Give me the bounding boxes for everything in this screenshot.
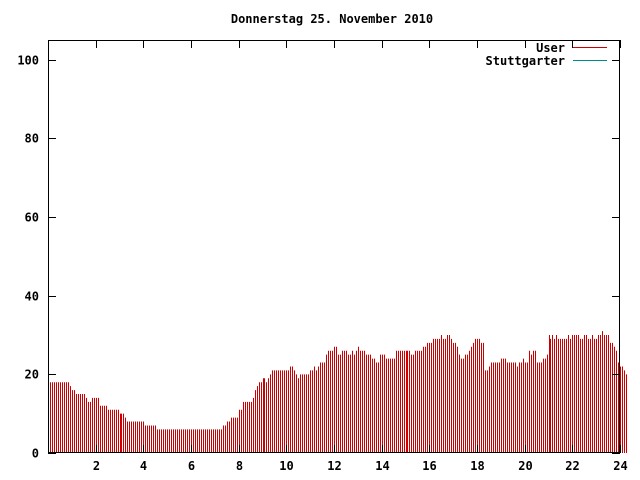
y-tick-label: 60	[25, 211, 39, 225]
y-tick-label: 80	[25, 132, 39, 146]
x-tick-label: 10	[279, 459, 293, 473]
x-tick-label: 14	[375, 459, 389, 473]
x-tick-label: 22	[565, 459, 579, 473]
x-tick-label: 18	[470, 459, 484, 473]
x-tick-label: 24	[613, 459, 627, 473]
chart-title: Donnerstag 25. November 2010	[231, 12, 433, 26]
x-tick-label: 4	[140, 459, 147, 473]
x-tick-label: 8	[236, 459, 243, 473]
legend-label: Stuttgarter	[486, 54, 565, 68]
x-tick-label: 2	[93, 459, 100, 473]
y-tick-label: 100	[17, 54, 39, 68]
bar-series-user	[48, 331, 627, 453]
x-tick-label: 6	[188, 459, 195, 473]
legend-label: User	[536, 41, 565, 55]
y-tick-label: 40	[25, 290, 39, 304]
x-tick-label: 12	[327, 459, 341, 473]
x-tick-label: 16	[422, 459, 436, 473]
y-tick-label: 0	[32, 447, 39, 461]
x-tick-label: 20	[518, 459, 532, 473]
y-tick-label: 20	[25, 368, 39, 382]
